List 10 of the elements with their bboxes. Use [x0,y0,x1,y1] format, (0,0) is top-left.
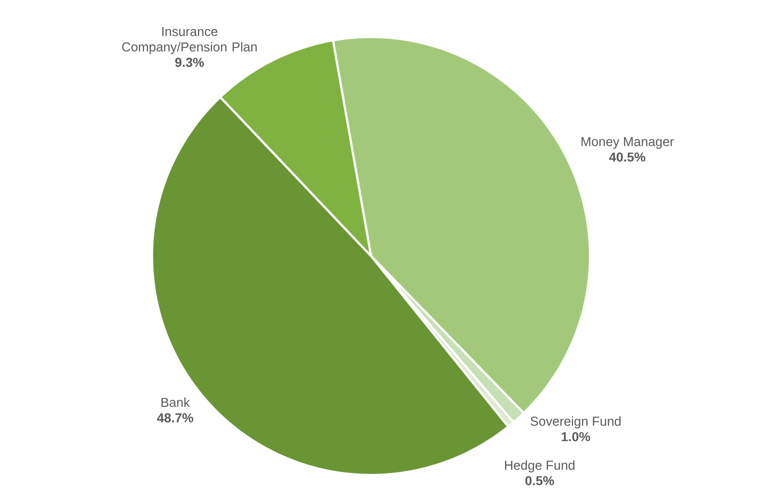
slice-label: Bank [162,397,190,407]
slice-label: Insurance Company/Pension Plan [122,27,257,54]
data-label: 0.5% [525,476,554,486]
slice-label: Money Manager [582,137,674,149]
data-label: 1.0% [562,432,590,442]
slice-label: Hedge Fund [505,460,574,472]
data-label: 40.5% [609,152,646,162]
slice-label: Sovereign Fund [530,416,621,428]
data-label: 48.7% [157,413,194,422]
data-label: 9.3% [175,58,204,67]
